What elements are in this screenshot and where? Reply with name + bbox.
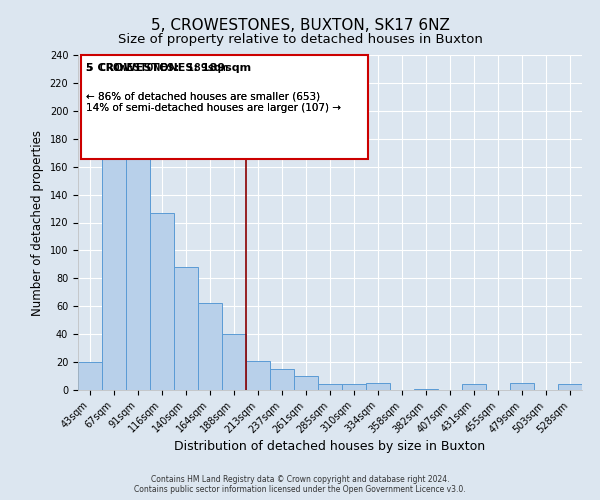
FancyBboxPatch shape [80,55,368,159]
Text: Size of property relative to detached houses in Buxton: Size of property relative to detached ho… [118,32,482,46]
Text: 5, CROWESTONES, BUXTON, SK17 6NZ: 5, CROWESTONES, BUXTON, SK17 6NZ [151,18,449,32]
Bar [294,376,318,390]
Bar [558,384,582,390]
Text: 5 CROWESTONES: 189sqm: 5 CROWESTONES: 189sqm [86,64,251,74]
Bar [102,152,126,390]
Bar [78,362,102,390]
Bar [246,360,270,390]
Bar [270,369,294,390]
Text: 5 CROWESTONES: 189sqm: 5 CROWESTONES: 189sqm [86,64,227,74]
Bar [414,388,438,390]
Bar [222,334,246,390]
Bar [318,384,342,390]
Bar [462,384,486,390]
Text: Contains HM Land Registry data © Crown copyright and database right 2024.
Contai: Contains HM Land Registry data © Crown c… [134,474,466,494]
Y-axis label: Number of detached properties: Number of detached properties [31,130,44,316]
Bar [342,384,366,390]
Bar [150,212,174,390]
Bar [366,383,390,390]
Bar [510,383,534,390]
Text: ← 86% of detached houses are smaller (653)
14% of semi-detached houses are large: ← 86% of detached houses are smaller (65… [86,92,341,114]
Bar [198,304,222,390]
Bar [126,128,150,390]
X-axis label: Distribution of detached houses by size in Buxton: Distribution of detached houses by size … [175,440,485,453]
Bar [174,267,198,390]
Text: ← 86% of detached houses are smaller (653)
14% of semi-detached houses are large: ← 86% of detached houses are smaller (65… [86,92,341,114]
